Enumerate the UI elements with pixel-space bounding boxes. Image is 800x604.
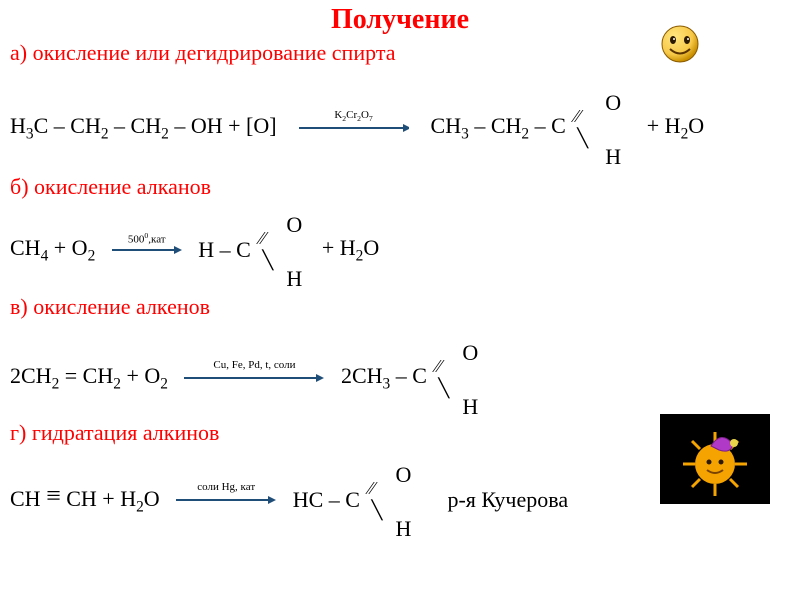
reactants-b: CH4 + O2 (10, 235, 95, 265)
product-c-prefix: 2CH3 – C (341, 363, 427, 393)
section-c-equation: 2CH2 = CH2 + O2 Cu, Fe, Pd, t, соли 2CH3… (0, 338, 800, 418)
reactants-c: 2CH2 = CH2 + O2 (10, 363, 168, 393)
aldehyde-c: ⁄⁄ O ╲ H (432, 338, 492, 418)
arrow-b: 5000,кат (112, 245, 182, 255)
aldehyde-d: ⁄⁄ O ╲ H (365, 460, 425, 540)
product-d-prefix: HC – C (293, 487, 360, 513)
smiley-icon (660, 24, 700, 64)
product-a-prefix: CH3 – CH2 – C (431, 113, 566, 143)
cond-c: Cu, Fe, Pd, t, соли (184, 359, 324, 371)
aldehyde-b: ⁄⁄ O ╲ H (256, 210, 316, 290)
section-c-label: в) окисление алкенов (0, 294, 800, 320)
arrow-d: соли Hg, кат (176, 495, 276, 505)
reactants-a: H3C – CH2 – CH2 – OH + [O] (10, 113, 277, 143)
byproduct-a: + H2O (647, 113, 704, 143)
cond-a: K2Cr2O7 (299, 109, 409, 123)
cond-d: соли Hg, кат (176, 481, 276, 493)
arrow-a: K2Cr2O7 (299, 123, 409, 133)
cond-b: 5000,кат (112, 231, 182, 246)
byproduct-b: + H2O (322, 235, 379, 265)
section-b-equation: CH4 + O2 5000,кат H – C ⁄⁄ O ╲ H + H2O (0, 210, 800, 290)
kucherov-note: р-я Кучерова (447, 487, 568, 513)
sun-icon (660, 414, 770, 504)
reactants-d: CH ≡ CH + H2O (10, 483, 160, 516)
section-b-label: б) окисление алканов (0, 174, 800, 200)
section-a-equation: H3C – CH2 – CH2 – OH + [O] K2Cr2O7 CH3 –… (0, 88, 800, 168)
aldehyde-a: ⁄⁄ O ╲ H (571, 88, 641, 168)
product-b-prefix: H – C (198, 237, 251, 263)
arrow-c: Cu, Fe, Pd, t, соли (184, 373, 324, 383)
